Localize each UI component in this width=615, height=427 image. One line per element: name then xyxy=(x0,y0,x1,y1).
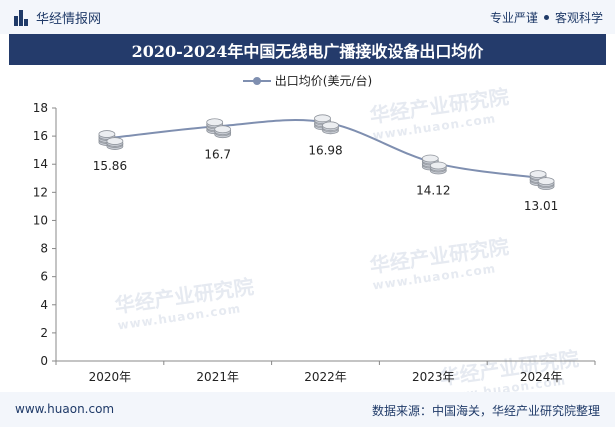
x-tick-label: 2024年 xyxy=(520,370,563,384)
header-tags: 专业严谨 客观科学 xyxy=(490,9,603,26)
footer-source: 数据来源：中国海关，华经产业研究院整理 xyxy=(371,404,600,418)
y-tick-label: 18 xyxy=(33,101,48,115)
x-tick-label: 2022年 xyxy=(304,370,347,384)
header-tag: 专业严谨 xyxy=(489,11,538,25)
legend-line-marker-icon xyxy=(242,76,271,86)
header-bar: 华经情报网 专业严谨 客观科学 xyxy=(0,0,615,34)
y-tick-label: 12 xyxy=(33,185,48,199)
y-tick-label: 2 xyxy=(40,326,48,340)
y-tick-label: 0 xyxy=(40,354,48,368)
data-label: 14.12 xyxy=(416,184,450,198)
y-tick-label: 8 xyxy=(40,242,48,256)
coin-stack-icon xyxy=(421,154,447,175)
x-tick-label: 2023年 xyxy=(412,370,455,384)
data-label: 15.86 xyxy=(93,159,127,173)
header-tag: 客观科学 xyxy=(554,11,603,25)
coin-stack-icon xyxy=(206,118,232,139)
y-tick-label: 14 xyxy=(33,157,48,171)
chart-legend: 出口均价(美元/台) xyxy=(0,72,615,89)
coin-stack-icon xyxy=(314,114,339,135)
data-label: 16.7 xyxy=(204,147,231,161)
footer-bar: www.huaon.com 数据来源：中国海关，华经产业研究院整理 xyxy=(0,392,615,427)
brand[interactable]: 华经情报网 xyxy=(14,8,101,27)
line-chart: 0 2 4 6 8 10 12 14 16 18 2020年 2021年 2022年 2023年 2024年… xyxy=(33,101,596,384)
y-tick-label: 4 xyxy=(40,298,48,312)
data-label: 13.01 xyxy=(524,199,558,213)
y-tick-label: 6 xyxy=(40,270,48,284)
legend-label: 出口均价(美元/台) xyxy=(274,74,373,88)
x-tick-label: 2020年 xyxy=(89,370,132,384)
coin-stack-icon xyxy=(98,130,124,150)
y-tick-label: 16 xyxy=(33,129,48,143)
footer-url[interactable]: www.huaon.com xyxy=(15,402,115,416)
brand-name: 华经情报网 xyxy=(36,12,102,27)
brand-logo-icon xyxy=(14,9,28,26)
data-label: 16.98 xyxy=(308,143,342,157)
chart-title: 2020-2024年中国无线电广播接收设备出口均价 xyxy=(9,34,606,65)
y-tick-label: 10 xyxy=(33,213,48,227)
x-tick-label: 2021年 xyxy=(196,370,239,384)
coin-stack-icon xyxy=(529,170,555,191)
dot-separator-icon xyxy=(543,15,549,20)
